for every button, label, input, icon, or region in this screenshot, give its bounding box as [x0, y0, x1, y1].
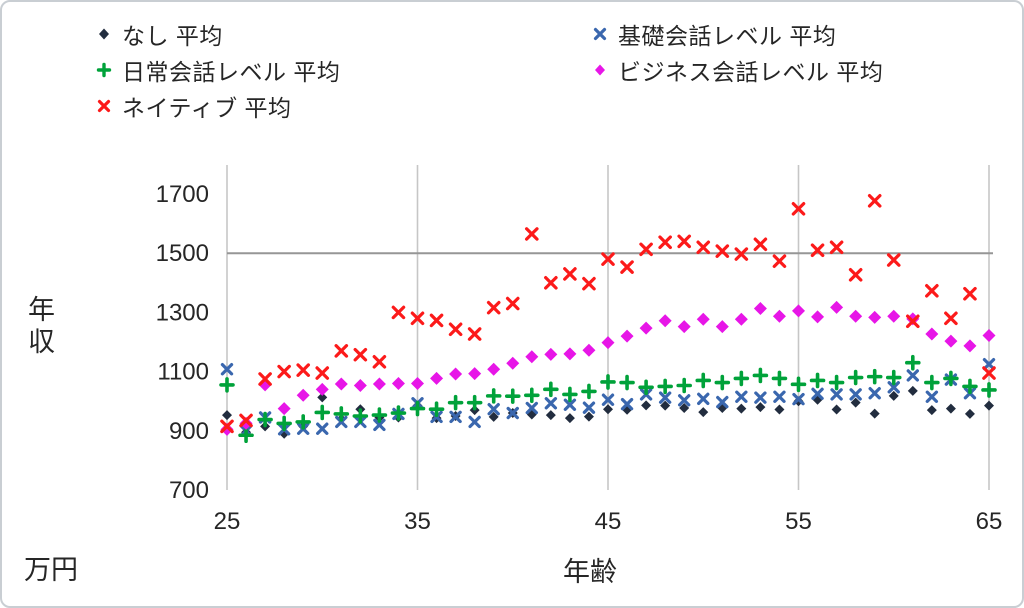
legend-item-basic-conversation-average: 基礎会話レベル 平均 — [590, 16, 883, 52]
svg-text:900: 900 — [169, 418, 209, 445]
legend-label: 基礎会話レベル 平均 — [618, 23, 837, 49]
svg-text:45: 45 — [595, 508, 622, 535]
svg-text:1700: 1700 — [156, 181, 209, 208]
svg-text:1100: 1100 — [157, 359, 209, 386]
legend-item-native-average: ネイティブ 平均 — [94, 88, 340, 124]
y-axis-title-char2: 収 — [28, 326, 55, 357]
legend-item-business-conversation-average: ビジネス会話レベル 平均 — [590, 52, 883, 88]
diamond-marker-icon — [590, 60, 610, 80]
y-axis-title: 年 収 — [28, 295, 55, 359]
legend-label: 日常会話レベル 平均 — [122, 59, 341, 85]
legend-item-none-average: なし 平均 — [94, 16, 340, 52]
legend-label: ネイティブ 平均 — [122, 95, 292, 121]
svg-text:65: 65 — [976, 508, 1003, 535]
legend-item-daily-conversation-average: 日常会話レベル 平均 — [94, 52, 340, 88]
svg-text:55: 55 — [785, 508, 812, 535]
legend-label: ビジネス会話レベル 平均 — [618, 59, 884, 85]
legend-label: なし 平均 — [122, 23, 223, 49]
svg-text:35: 35 — [404, 508, 431, 535]
x-marker-icon — [590, 24, 610, 44]
legend-column-1: なし 平均 日常会話レベル 平均 ネイティブ 平均 — [94, 16, 340, 124]
svg-text:1500: 1500 — [156, 240, 209, 267]
svg-text:1300: 1300 — [156, 299, 209, 326]
legend-column-2: 基礎会話レベル 平均 ビジネス会話レベル 平均 — [590, 16, 883, 88]
svg-text:700: 700 — [169, 477, 209, 504]
chart-legend: なし 平均 日常会話レベル 平均 ネイティブ 平均 基礎会話レベル 平均 ビジネ… — [2, 16, 1022, 126]
y-axis-unit-label: 万円 — [24, 555, 78, 585]
svg-text:25: 25 — [214, 508, 241, 535]
y-axis-title-char1: 年 — [28, 295, 55, 325]
diamond-marker-icon — [94, 24, 114, 44]
x-marker-icon — [94, 96, 114, 116]
plus-marker-icon — [94, 60, 114, 80]
x-axis-title: 年齢 — [563, 557, 617, 587]
